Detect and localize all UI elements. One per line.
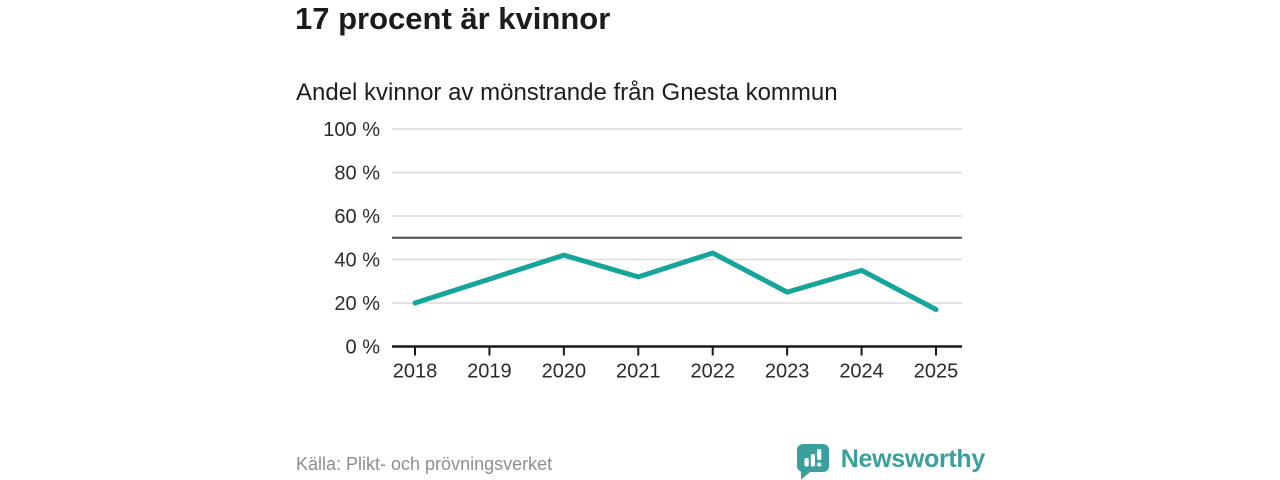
- y-tick-label: 60 %: [334, 206, 380, 228]
- chart-subtitle: Andel kvinnor av mönstrande från Gnesta …: [296, 79, 838, 106]
- x-tick-label: 2020: [542, 361, 587, 383]
- y-tick-label: 0 %: [346, 337, 381, 359]
- y-tick-label: 40 %: [334, 250, 380, 272]
- bar-chart-speech-bubble-icon: [796, 444, 829, 480]
- footer: Källa: Plikt- och prövningsverket Newswo…: [296, 440, 985, 480]
- x-tick-label: 2022: [690, 361, 735, 383]
- line-chart: 0 % 20 % 40 % 60 % 80 % 100 % 2018 2019 2020 2021…: [323, 119, 962, 383]
- x-tick-label: 2024: [839, 361, 884, 383]
- x-tick-label: 2021: [616, 361, 661, 383]
- content-column: 17 procent är kvinnor Andel kvinnor av m…: [295, 0, 985, 480]
- x-tick-label: 2023: [765, 361, 810, 383]
- x-tick-label: 2025: [914, 361, 959, 383]
- y-tick-label: 100 %: [323, 119, 380, 141]
- source-note: Källa: Plikt- och prövningsverket: [296, 454, 553, 474]
- x-tick-label: 2018: [393, 361, 438, 383]
- headline: 17 procent är kvinnor: [295, 1, 611, 36]
- newsworthy-logo: Newsworthy: [794, 442, 985, 480]
- data-line: [412, 250, 939, 313]
- y-tick-label: 80 %: [334, 163, 380, 185]
- y-tick-label: 20 %: [334, 293, 380, 315]
- x-tick-label: 2019: [467, 361, 512, 383]
- newsworthy-wordmark: Newsworthy: [840, 444, 986, 473]
